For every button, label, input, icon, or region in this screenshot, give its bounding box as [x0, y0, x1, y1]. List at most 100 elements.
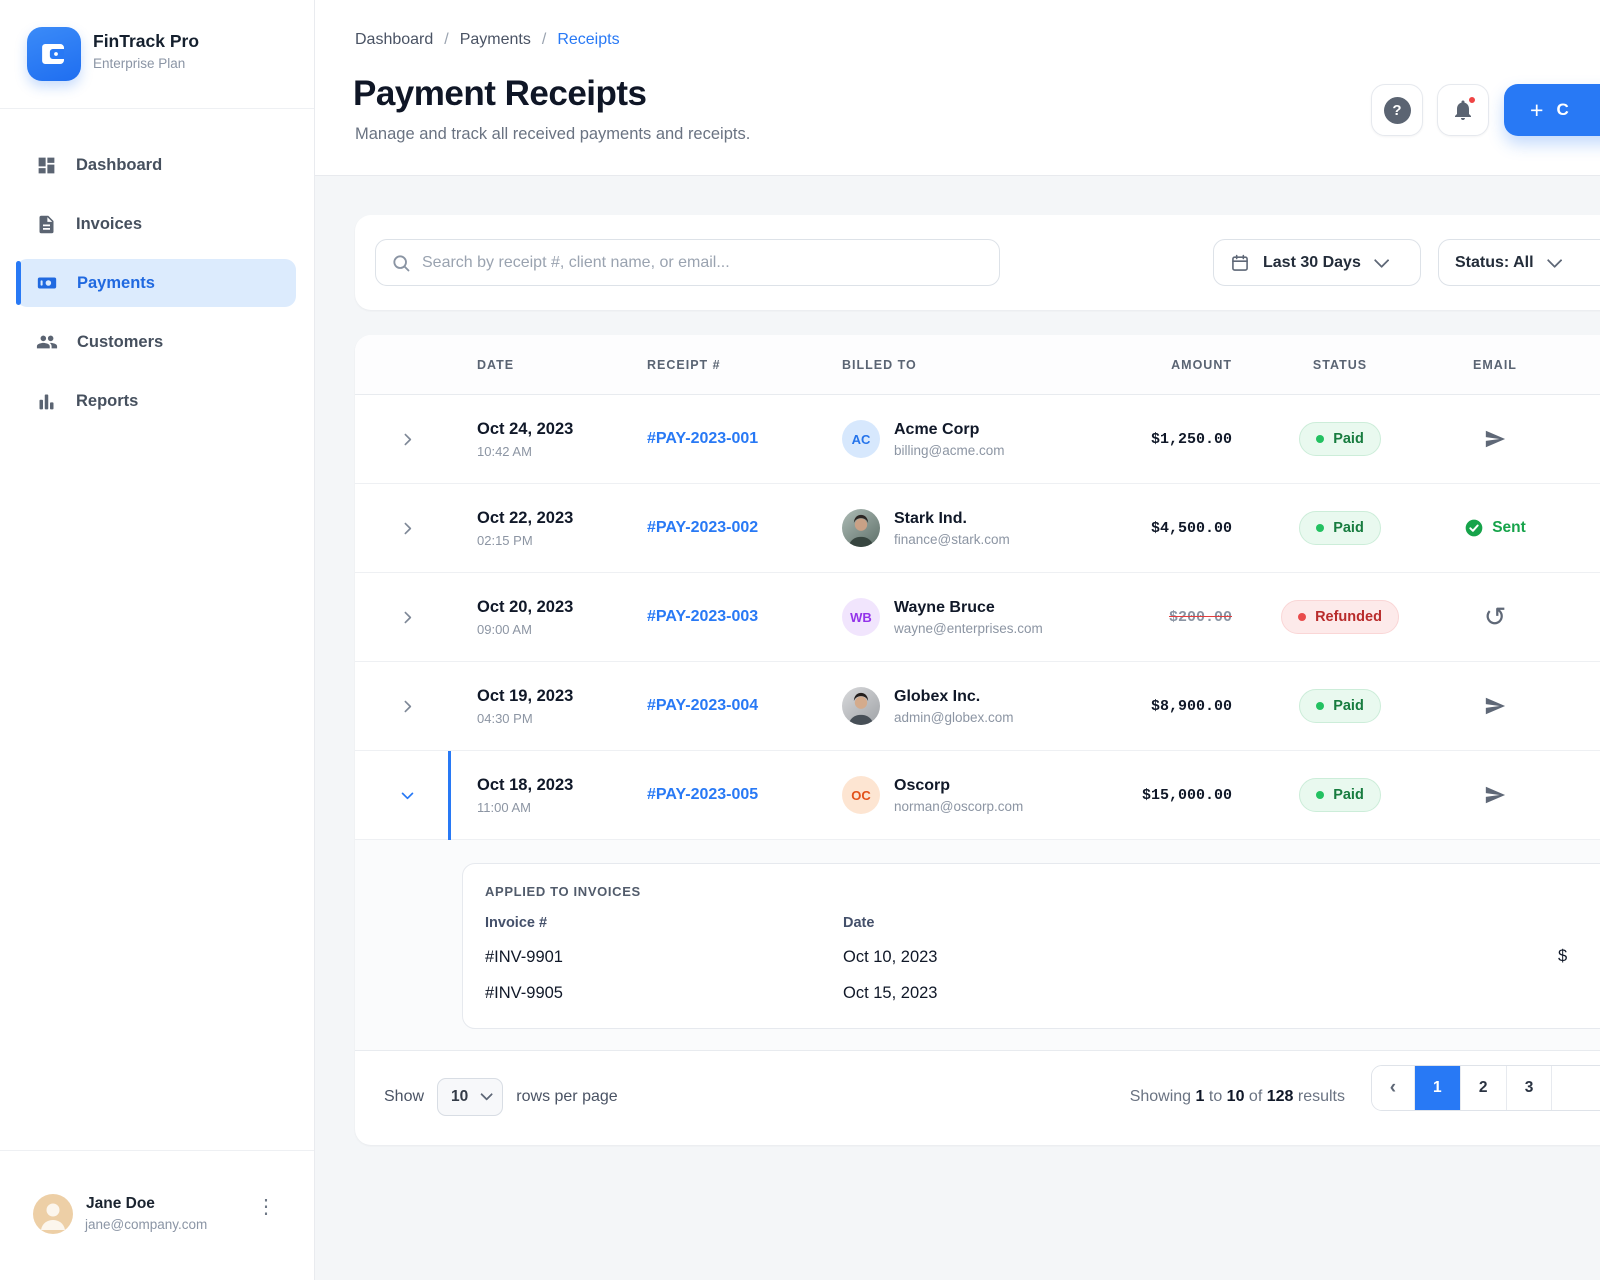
create-button-label: C [1556, 100, 1569, 119]
next-page-button[interactable] [1551, 1066, 1600, 1110]
email-sent-status: Sent [1464, 518, 1526, 538]
user-avatar [33, 1194, 73, 1234]
receipt-link[interactable]: #PAY-2023-003 [647, 608, 759, 625]
range-to: 10 [1226, 1087, 1245, 1105]
sidebar-item-reports[interactable]: Reports [16, 377, 296, 425]
sidebar-item-payments[interactable]: Payments [16, 259, 296, 307]
payments-icon [37, 277, 57, 289]
results-summary: Showing 1 to 10 of 128 results [1129, 1087, 1345, 1105]
status-badge: Paid [1299, 778, 1381, 812]
collapse-row-button[interactable] [393, 780, 423, 810]
status-badge: Refunded [1281, 600, 1399, 634]
invoice-number-column: Invoice # [485, 915, 548, 931]
breadcrumb-separator: / [541, 31, 547, 48]
total-results: 128 [1266, 1087, 1294, 1105]
prev-page-button[interactable]: ‹ [1372, 1066, 1414, 1110]
client-avatar: AC [842, 420, 880, 458]
portrait-icon [848, 692, 874, 725]
create-button[interactable]: + C [1504, 84, 1600, 136]
sidebar-item-customers[interactable]: Customers [16, 318, 296, 366]
status-dot [1298, 613, 1307, 621]
breadcrumb-payments[interactable]: Payments [459, 31, 531, 48]
help-icon: ? [1383, 96, 1411, 124]
invoice-date: Oct 10, 2023 [843, 948, 938, 966]
table-header: DATE RECEIPT # BILLED TO AMOUNT STATUS E… [355, 335, 1600, 395]
client-email: norman@oscorp.com [894, 798, 1024, 814]
client-email: billing@acme.com [894, 442, 1005, 458]
column-receipt: RECEIPT # [647, 357, 721, 372]
search-input[interactable] [422, 253, 999, 272]
invoice-number[interactable]: #INV-9905 [485, 984, 563, 1002]
sidebar-item-label: Invoices [76, 214, 143, 233]
expand-row-button[interactable] [393, 691, 423, 721]
status-dot [1316, 791, 1325, 799]
sidebar-item-label: Reports [76, 391, 139, 410]
app-name: FinTrack Pro [93, 31, 200, 51]
payment-amount: $1,250.00 [1150, 431, 1232, 448]
applied-invoice-row: #INV-9905 Oct 15, 2023 [485, 984, 1600, 1003]
expand-row-button[interactable] [393, 424, 423, 454]
calendar-icon [1232, 254, 1248, 271]
chevron-right-icon [404, 433, 412, 445]
page-button-2[interactable]: 2 [1459, 1066, 1506, 1110]
retry-refund-icon[interactable]: ↺ [1483, 601, 1507, 632]
table-footer: Show 10 rows per page Showing 1 to 10 of… [355, 1050, 1600, 1142]
send-email-button[interactable] [1484, 695, 1506, 717]
payment-time: 09:00 AM [477, 621, 532, 637]
app-logo [27, 27, 81, 81]
rows-per-page-select[interactable]: 10 [437, 1077, 504, 1116]
sidebar-user-block[interactable]: Jane Doe jane@company.com ⋮ [0, 1150, 314, 1280]
receipt-link[interactable]: #PAY-2023-004 [647, 697, 759, 714]
sidebar-item-label: Payments [77, 273, 155, 292]
applied-invoice-row: #INV-9901 Oct 10, 2023 [485, 948, 1600, 967]
payment-date: Oct 19, 2023 [477, 686, 574, 705]
status-filter[interactable]: Status: All [1438, 239, 1600, 286]
search-box[interactable] [375, 239, 1000, 286]
receipt-link[interactable]: #PAY-2023-005 [647, 786, 759, 803]
client-name: Wayne Bruce [894, 598, 995, 616]
chevron-down-icon [1546, 252, 1562, 269]
payment-date: Oct 20, 2023 [477, 597, 574, 616]
payment-date: Oct 18, 2023 [477, 775, 574, 794]
send-email-button[interactable] [1484, 428, 1506, 450]
chevron-down-icon [401, 792, 414, 799]
invoice-date-column: Date [843, 915, 875, 931]
expand-row-button[interactable] [393, 602, 423, 632]
payment-date: Oct 24, 2023 [477, 419, 574, 438]
search-icon [393, 254, 410, 271]
app-plan: Enterprise Plan [93, 56, 186, 71]
column-date: DATE [477, 357, 515, 372]
breadcrumb-dashboard[interactable]: Dashboard [355, 31, 434, 48]
show-label: Show [384, 1087, 425, 1105]
receipts-table: DATE RECEIPT # BILLED TO AMOUNT STATUS E… [355, 335, 1600, 1145]
invoice-number[interactable]: #INV-9901 [485, 948, 563, 966]
receipt-link[interactable]: #PAY-2023-002 [647, 519, 759, 536]
status-dot [1316, 435, 1325, 443]
help-button[interactable]: ? [1371, 84, 1423, 136]
client-avatar: WB [842, 598, 880, 636]
expand-row-button[interactable] [393, 513, 423, 543]
sidebar-item-dashboard[interactable]: Dashboard [16, 141, 296, 189]
payment-amount-refunded: $200.00 [1168, 609, 1232, 626]
client-name: Stark Ind. [894, 509, 967, 527]
kebab-menu-icon[interactable]: ⋮ [256, 1196, 276, 1218]
expanded-detail-zone: APPLIED TO INVOICES Invoice # Date #INV-… [355, 840, 1600, 1050]
sidebar-item-label: Dashboard [76, 155, 163, 174]
receipt-link[interactable]: #PAY-2023-001 [647, 430, 759, 447]
invoices-icon [39, 215, 54, 233]
page-button-3[interactable]: 3 [1505, 1066, 1552, 1110]
table-row: Oct 19, 2023 04:30 PM #PAY-2023-004 Glob… [355, 662, 1600, 751]
person-icon [41, 1203, 65, 1230]
date-range-filter[interactable]: Last 30 Days [1213, 239, 1421, 286]
send-email-button[interactable] [1484, 784, 1506, 806]
sidebar: FinTrack Pro Enterprise Plan Dashboard I… [0, 0, 315, 1280]
sidebar-item-invoices[interactable]: Invoices [16, 200, 296, 248]
notifications-button[interactable] [1437, 84, 1489, 136]
pagination: ‹ 1 2 3 [1371, 1065, 1600, 1111]
status-badge: Paid [1299, 511, 1381, 545]
dashboard-icon [38, 157, 55, 173]
page-button-1[interactable]: 1 [1413, 1066, 1460, 1110]
column-email: EMAIL [1473, 357, 1517, 372]
chevron-down-icon [1373, 252, 1390, 269]
client-email: finance@stark.com [894, 531, 1010, 547]
